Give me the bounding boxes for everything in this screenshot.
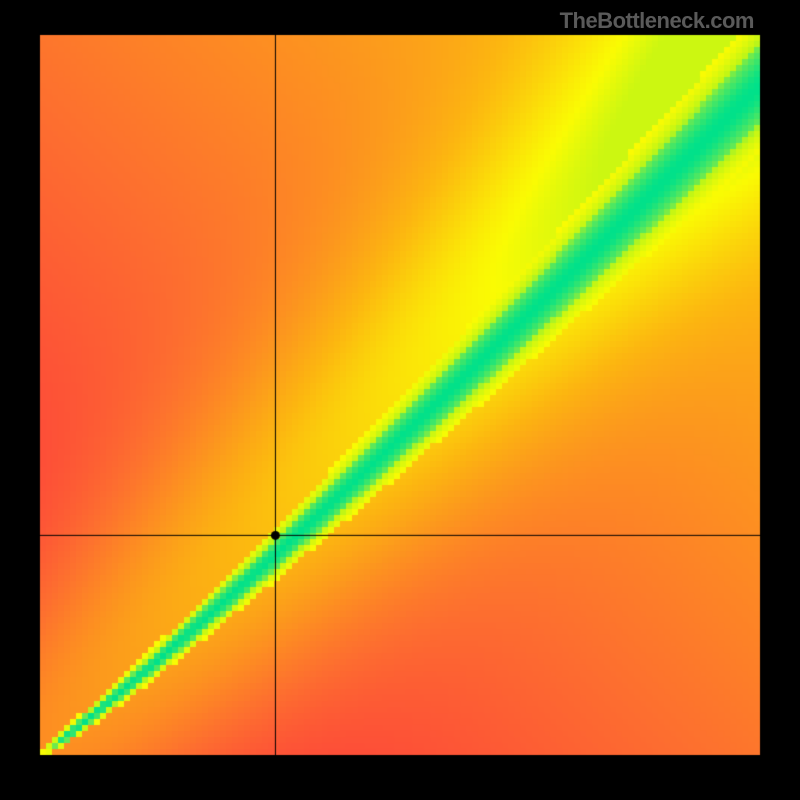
bottleneck-heatmap	[0, 0, 800, 800]
watermark-text: TheBottleneck.com	[560, 8, 754, 34]
